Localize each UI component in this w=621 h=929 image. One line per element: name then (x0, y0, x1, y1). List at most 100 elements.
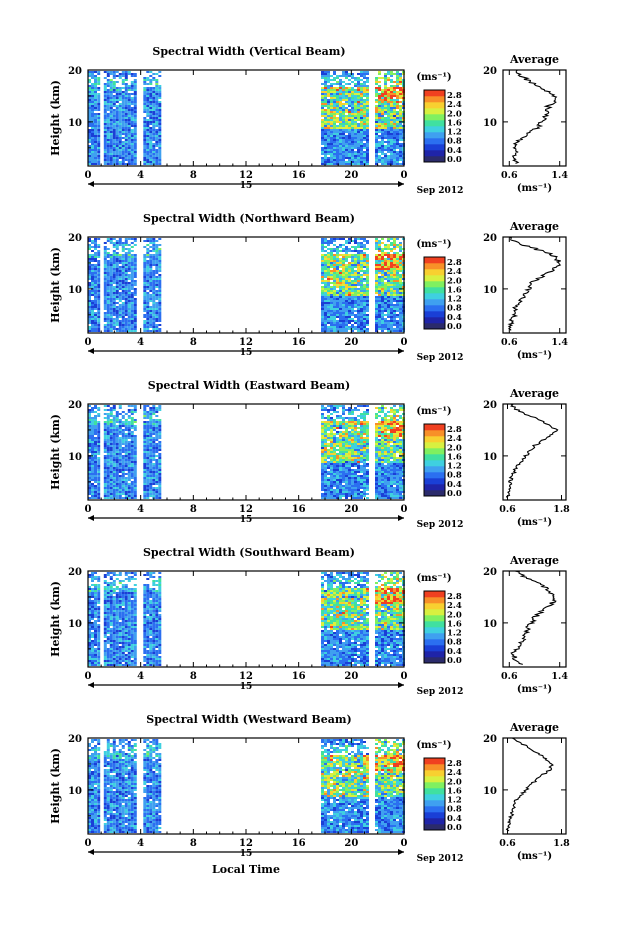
heatmap-cell (396, 300, 399, 302)
heatmap-cell (339, 85, 342, 87)
profile-x-label: (ms⁻¹) (517, 183, 552, 194)
heatmap-cell (112, 425, 116, 427)
heatmap-cell (121, 435, 125, 437)
heatmap-cell (118, 276, 122, 278)
heatmap-cell (393, 330, 396, 332)
heatmap-cell (149, 131, 153, 133)
heatmap-cell (333, 101, 336, 103)
heatmap-cell (97, 139, 101, 141)
heatmap-cell (399, 308, 402, 310)
heatmap-cell (121, 246, 125, 248)
heatmap-cell (360, 141, 363, 143)
heatmap-cell (121, 451, 125, 453)
heatmap-cell (91, 419, 94, 421)
heatmap-cell (121, 411, 125, 413)
heatmap-cell (149, 113, 153, 115)
heatmap-cell (121, 113, 125, 115)
heatmap-cell (396, 147, 399, 149)
heatmap-cell (348, 155, 351, 157)
heatmap-cell (378, 284, 381, 286)
heatmap-cell (327, 127, 330, 129)
colorbar-frame (423, 256, 446, 330)
heatmap-cell (390, 286, 393, 288)
heatmap-cell (366, 105, 369, 107)
heatmap-cell (133, 258, 137, 260)
heatmap-cell (363, 143, 366, 145)
heatmap-cell (94, 427, 97, 429)
heatmap-cell (130, 298, 134, 300)
heatmap-cell (387, 139, 390, 141)
heatmap-cell (103, 439, 107, 441)
heatmap-cell (149, 153, 153, 155)
heatmap-cell (94, 135, 97, 137)
heatmap-cell (345, 151, 348, 153)
heatmap-cell (109, 163, 113, 165)
heatmap-cell (91, 91, 94, 93)
heatmap-cell (143, 443, 147, 445)
heatmap-cell (149, 143, 153, 145)
heatmap-cell (336, 314, 339, 316)
heatmap-cell (339, 262, 342, 264)
heatmap-cell (91, 240, 94, 242)
heatmap-cell (121, 449, 125, 451)
heatmap-cell (109, 73, 113, 75)
heatmap-cell (336, 113, 339, 115)
heatmap-cell (363, 105, 366, 107)
heatmap-cell (366, 330, 369, 332)
heatmap-cell (127, 238, 131, 240)
heatmap-cell (115, 153, 119, 155)
heatmap-cell (333, 296, 336, 298)
heatmap-cell (342, 256, 345, 258)
heatmap-cell (390, 262, 393, 264)
heatmap-cell (339, 314, 342, 316)
heatmap-cell (324, 254, 327, 256)
heatmap-cell (366, 272, 369, 274)
heatmap-cell (121, 159, 125, 161)
heatmap-cell (97, 447, 101, 449)
heatmap-cell (91, 489, 94, 491)
heatmap-cell (88, 292, 91, 294)
heatmap-cell (124, 274, 128, 276)
heatmap-cell (354, 326, 357, 328)
heatmap-cell (130, 439, 134, 441)
heatmap-cell (112, 304, 116, 306)
heatmap-cell (152, 284, 156, 286)
heatmap-cell (360, 288, 363, 290)
heatmap-cell (360, 109, 363, 111)
heatmap-cell (324, 151, 327, 153)
heatmap-cell (387, 101, 390, 103)
heatmap-cell (360, 246, 363, 248)
heatmap-cell (106, 491, 110, 493)
heatmap-cell (88, 71, 91, 73)
heatmap-cell (330, 99, 333, 101)
heatmap-cell (333, 294, 336, 296)
heatmap-cell (378, 276, 381, 278)
heatmap-cell (336, 91, 339, 93)
heatmap-cell (88, 87, 91, 89)
heatmap-cell (124, 163, 128, 165)
heatmap-cell (396, 256, 399, 258)
heatmap-cell (121, 268, 125, 270)
heatmap-cell (143, 453, 147, 455)
heatmap-cell (143, 447, 147, 449)
heatmap-cell (94, 274, 97, 276)
heatmap-cell (363, 316, 366, 318)
heatmap-cell (115, 113, 119, 115)
heatmap-cell (133, 155, 137, 157)
heatmap-cell (112, 117, 116, 119)
heatmap-cell (103, 137, 107, 139)
heatmap-cell (146, 451, 150, 453)
heatmap-cell (375, 274, 378, 276)
heatmap-cell (351, 107, 354, 109)
heatmap-cell (97, 254, 101, 256)
heatmap-cell (396, 153, 399, 155)
heatmap-cell (91, 107, 94, 109)
heatmap-cell (387, 93, 390, 95)
heatmap-cell (106, 139, 110, 141)
heatmap-cell (321, 304, 324, 306)
heatmap-cell (106, 256, 110, 258)
heatmap-cell (366, 113, 369, 115)
heatmap-cell (143, 163, 147, 165)
heatmap-cell (94, 326, 97, 328)
heatmap-cell (130, 258, 134, 260)
